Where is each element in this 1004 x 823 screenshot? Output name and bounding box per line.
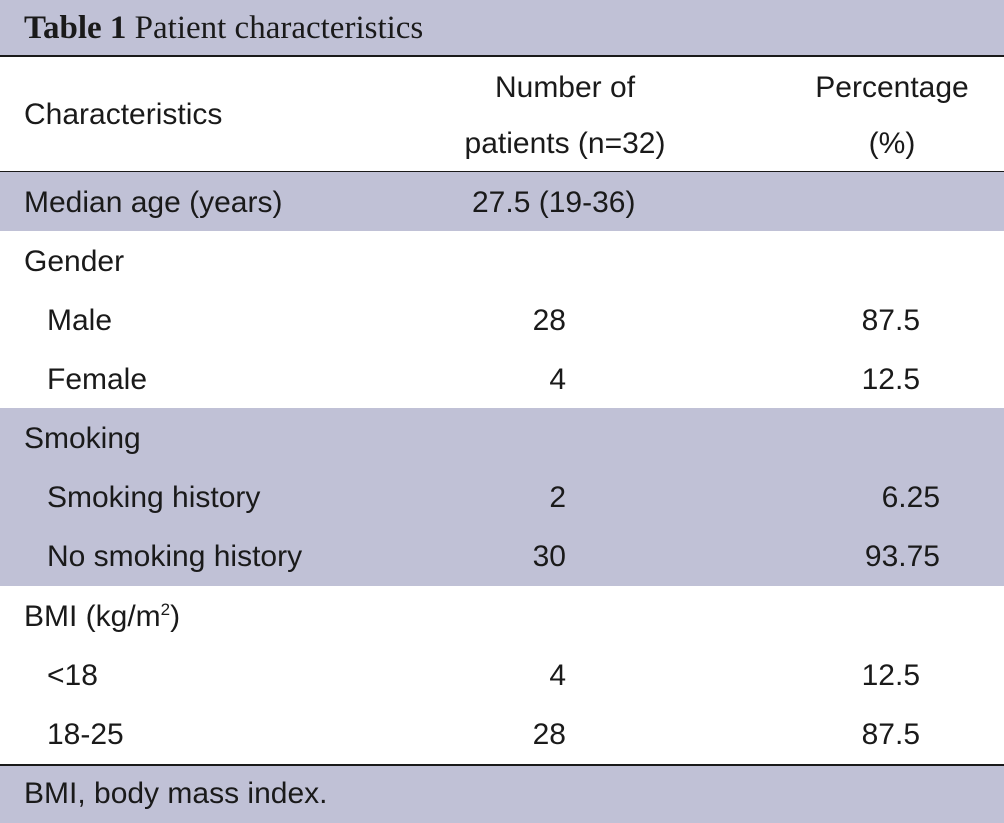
smoking-history-number: 2 <box>549 481 566 514</box>
bmi-label: BMI (kg/m2) <box>24 599 180 635</box>
median-age-value: 27.5 (19-36) <box>472 186 636 219</box>
smoking-label: Smoking <box>24 422 141 455</box>
gender-male-percent: 87.5 <box>861 304 920 337</box>
gender-male-label: Male <box>47 304 113 337</box>
median-age-label: Median age (years) <box>24 186 283 219</box>
gender-female-label: Female <box>47 363 148 396</box>
gender-female-percent: 12.5 <box>861 363 920 396</box>
bmi-under18-label: <18 <box>47 659 98 692</box>
bmi-18-25-label: 18-25 <box>47 718 124 751</box>
gender-label: Gender <box>24 245 125 278</box>
table-caption: Patient characteristics <box>134 10 424 46</box>
group-gender <box>0 231 1004 408</box>
gender-male-number: 28 <box>532 304 566 337</box>
table-title-bar: Table 1 Patient characteristics <box>0 0 1004 57</box>
header-number-line2: patients (n=32) <box>464 127 666 160</box>
no-smoking-history-number: 30 <box>532 540 566 573</box>
header-percentage-line2: (%) <box>868 127 916 160</box>
row-median-age <box>0 172 1004 231</box>
bmi-under18-percent: 12.5 <box>861 659 920 692</box>
bmi-18-25-percent: 87.5 <box>861 718 920 751</box>
table-title: Table 1 Patient characteristics <box>24 10 423 47</box>
table-header <box>0 57 1004 172</box>
header-percentage-line1: Percentage <box>815 71 969 104</box>
table-footnote-bar <box>0 764 1004 823</box>
no-smoking-history-label: No smoking history <box>47 540 303 573</box>
smoking-history-percent: 6.25 <box>881 481 940 514</box>
gender-female-number: 4 <box>549 363 566 396</box>
header-characteristics: Characteristics <box>24 98 223 131</box>
bmi-under18-number: 4 <box>549 659 566 692</box>
group-bmi <box>0 586 1004 764</box>
bmi-label-prefix: BMI (kg/m <box>24 600 161 633</box>
bmi-label-suffix: ) <box>170 600 181 633</box>
smoking-history-label: Smoking history <box>47 481 261 514</box>
header-number-line1: Number of <box>494 71 636 104</box>
group-smoking <box>0 408 1004 586</box>
table-number: Table 1 <box>24 10 127 46</box>
table-footnote: BMI, body mass index. <box>24 777 328 810</box>
no-smoking-history-percent: 93.75 <box>864 540 940 573</box>
bmi-18-25-number: 28 <box>532 718 566 751</box>
bmi-label-sup: 2 <box>160 600 171 619</box>
